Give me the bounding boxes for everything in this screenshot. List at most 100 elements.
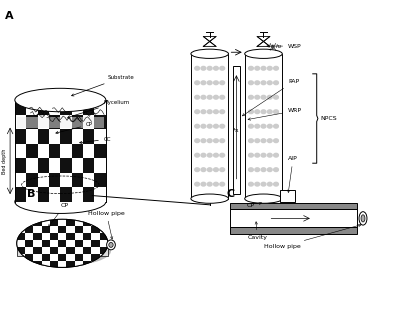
Circle shape [195, 67, 200, 70]
Bar [50, 233, 58, 240]
Ellipse shape [361, 215, 365, 222]
Bar [49, 129, 60, 144]
Bar [50, 261, 58, 267]
Bar [42, 247, 50, 254]
Bar [72, 158, 83, 173]
Circle shape [201, 95, 206, 99]
Bar [25, 240, 33, 247]
Circle shape [267, 139, 272, 142]
Bar [50, 254, 58, 261]
Text: WSP: WSP [267, 44, 302, 49]
Bar [100, 261, 108, 267]
Bar [50, 240, 58, 247]
Bar [49, 158, 60, 173]
Bar [38, 114, 49, 129]
Circle shape [274, 67, 278, 70]
Bar [75, 226, 83, 233]
Bar [49, 100, 60, 114]
Bar [83, 100, 94, 114]
Circle shape [207, 81, 212, 85]
Text: CC: CC [80, 137, 111, 144]
Bar [25, 247, 33, 254]
Bar [17, 219, 25, 226]
Bar [50, 247, 58, 254]
Circle shape [274, 81, 278, 85]
Circle shape [207, 139, 212, 142]
Circle shape [214, 81, 218, 85]
Circle shape [255, 67, 260, 70]
Circle shape [207, 95, 212, 99]
Bar [100, 219, 108, 226]
Bar [15, 100, 26, 114]
Circle shape [274, 168, 278, 172]
Ellipse shape [191, 49, 228, 58]
Circle shape [267, 153, 272, 157]
Bar [66, 247, 75, 254]
Bar [91, 254, 100, 261]
Bar [66, 254, 75, 261]
Bar [33, 261, 42, 267]
Circle shape [255, 139, 260, 142]
Text: $h_1$: $h_1$ [232, 126, 240, 135]
Ellipse shape [107, 240, 115, 250]
Circle shape [207, 153, 212, 157]
Bar [83, 226, 91, 233]
Text: B: B [27, 189, 35, 199]
Circle shape [255, 124, 260, 128]
Bar [15, 158, 26, 173]
Bar [230, 209, 357, 227]
Bar [15, 187, 26, 202]
Circle shape [214, 124, 218, 128]
Bar [42, 226, 50, 233]
Bar [72, 100, 83, 114]
Text: Bed depth: Bed depth [2, 148, 7, 174]
Bar [33, 226, 42, 233]
Bar [75, 219, 83, 226]
Bar [280, 190, 295, 202]
Circle shape [201, 67, 206, 70]
Circle shape [267, 67, 272, 70]
Bar [233, 66, 240, 194]
Bar [245, 54, 282, 199]
Bar [66, 219, 75, 226]
Text: C: C [226, 189, 235, 199]
Circle shape [207, 168, 212, 172]
Circle shape [214, 168, 218, 172]
Bar [58, 219, 66, 226]
Circle shape [274, 124, 278, 128]
Bar [33, 247, 42, 254]
Bar [17, 254, 25, 261]
Circle shape [195, 110, 200, 114]
Circle shape [261, 139, 266, 142]
Text: Hollow pipe: Hollow pipe [264, 224, 361, 249]
Circle shape [201, 139, 206, 142]
Bar [60, 100, 72, 114]
Bar [15, 144, 26, 158]
Bar [83, 158, 94, 173]
Bar [91, 226, 100, 233]
Ellipse shape [191, 194, 228, 203]
Bar [25, 261, 33, 267]
Bar [94, 114, 106, 129]
Bar [26, 187, 38, 202]
Bar [83, 187, 94, 202]
Circle shape [207, 182, 212, 186]
Bar [75, 261, 83, 267]
Bar [17, 226, 25, 233]
Bar [72, 144, 83, 158]
Bar [26, 158, 38, 173]
Circle shape [248, 67, 253, 70]
Bar [83, 261, 91, 267]
Bar [83, 233, 91, 240]
Circle shape [255, 153, 260, 157]
Bar [25, 226, 33, 233]
Bar [25, 233, 33, 240]
Bar [60, 187, 72, 202]
Circle shape [274, 139, 278, 142]
Bar [50, 219, 58, 226]
Bar [38, 158, 49, 173]
Bar [15, 100, 106, 202]
Circle shape [261, 182, 266, 186]
Circle shape [201, 153, 206, 157]
Bar [91, 247, 100, 254]
